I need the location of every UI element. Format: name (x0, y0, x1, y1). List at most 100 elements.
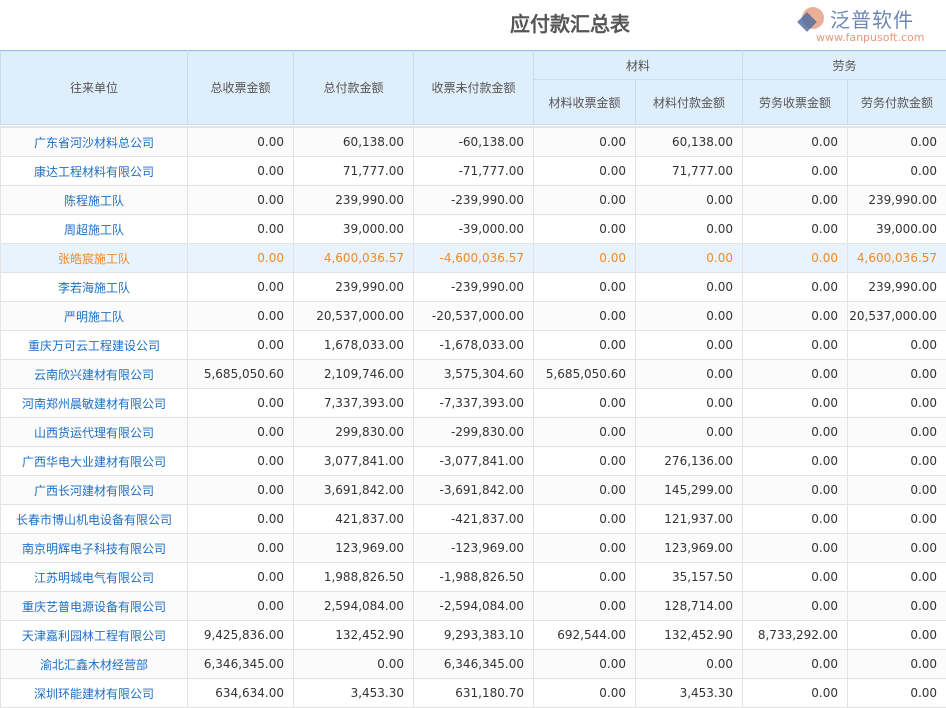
cell-material-paid: 0.00 (634, 185, 744, 215)
cell-material-paid: 0.00 (634, 417, 744, 447)
cell-unpaid: -4,600,036.57 (413, 243, 534, 273)
cell-unit[interactable]: 深圳环能建材有限公司 (0, 678, 188, 708)
cell-unpaid: -3,077,841.00 (413, 446, 534, 476)
cell-labor-paid: 0.00 (847, 156, 946, 186)
cell-labor-paid: 0.00 (847, 504, 946, 534)
table-row[interactable]: 广西华电大业建材有限公司 0.00 3,077,841.00 -3,077,841.0… (0, 446, 946, 476)
cell-labor-paid: 0.00 (847, 562, 946, 592)
cell-labor-invoice: 0.00 (742, 156, 849, 186)
cell-labor-paid: 0.00 (847, 126, 946, 157)
table-row[interactable]: 李若海施工队 0.00 239,990.00 -239,990.00 0.00 0.00 0… (0, 272, 946, 302)
cell-unpaid: -239,990.00 (413, 185, 534, 215)
table-row[interactable]: 严明施工队 0.00 20,537,000.00 -20,537,000.00 0.00… (0, 301, 946, 331)
cell-total-paid: 299,830.00 (293, 417, 414, 447)
cell-total-paid: 2,109,746.00 (293, 359, 414, 389)
table-row[interactable]: 江苏明城电气有限公司 0.00 1,988,826.50 -1,988,826.50 0… (0, 562, 946, 592)
cell-unit[interactable]: 渝北汇鑫木材经营部 (0, 649, 188, 679)
cell-labor-invoice: 0.00 (742, 533, 849, 563)
cell-labor-invoice: 8,733,292.00 (742, 620, 849, 650)
table-row[interactable]: 周超施工队 0.00 39,000.00 -39,000.00 0.00 0.00 0.00… (0, 214, 946, 244)
cell-material-paid: 0.00 (634, 388, 744, 418)
header-material-paid[interactable]: 材料付款金额 (634, 79, 744, 125)
cell-labor-paid: 0.00 (847, 359, 946, 389)
cell-unpaid: 631,180.70 (413, 678, 534, 708)
header-labor-invoice[interactable]: 劳务收票金额 (742, 79, 849, 125)
cell-material-invoice: 0.00 (533, 591, 636, 621)
cell-unit[interactable]: 康达工程材料有限公司 (0, 156, 188, 186)
cell-material-invoice: 0.00 (533, 649, 636, 679)
cell-unpaid: 3,575,304.60 (413, 359, 534, 389)
cell-unit[interactable]: 陈程施工队 (0, 185, 188, 215)
cell-unit[interactable]: 广西华电大业建材有限公司 (0, 446, 188, 476)
cell-unit[interactable]: 江苏明城电气有限公司 (0, 562, 188, 592)
cell-unit[interactable]: 严明施工队 (0, 301, 188, 331)
cell-unpaid: -123,969.00 (413, 533, 534, 563)
cell-material-paid: 121,937.00 (634, 504, 744, 534)
header-total-invoice[interactable]: 总收票金额 (187, 50, 294, 125)
cell-unit[interactable]: 广西长河建材有限公司 (0, 475, 188, 505)
cell-total-invoice: 5,685,050.60 (187, 359, 294, 389)
cell-unit[interactable]: 南京明辉电子科技有限公司 (0, 533, 188, 563)
table-row[interactable]: 天津嘉利园林工程有限公司 9,425,836.00 132,452.90 9,293,… (0, 620, 946, 650)
cell-unit[interactable]: 广东省河沙材料总公司 (0, 126, 188, 157)
header-labor-paid[interactable]: 劳务付款金额 (847, 79, 946, 125)
table-row[interactable]: 重庆万可云工程建设公司 0.00 1,678,033.00 -1,678,033.00… (0, 330, 946, 360)
header-labor-group: 劳务 (742, 50, 946, 80)
cell-unit[interactable]: 重庆万可云工程建设公司 (0, 330, 188, 360)
table-row[interactable]: 渝北汇鑫木材经营部 6,346,345.00 0.00 6,346,345.00 0.0… (0, 649, 946, 679)
header-unpaid[interactable]: 收票未付款金额 (413, 50, 534, 125)
table-row[interactable]: 重庆艺普电源设备有限公司 0.00 2,594,084.00 -2,594,084.0… (0, 591, 946, 621)
cell-material-paid: 0.00 (634, 214, 744, 244)
cell-material-invoice: 0.00 (533, 301, 636, 331)
cell-material-invoice: 0.00 (533, 185, 636, 215)
cell-total-invoice: 0.00 (187, 272, 294, 302)
cell-unit[interactable]: 李若海施工队 (0, 272, 188, 302)
cell-material-paid: 0.00 (634, 243, 744, 273)
cell-total-paid: 39,000.00 (293, 214, 414, 244)
table-row[interactable]: 张皓宸施工队 0.00 4,600,036.57 -4,600,036.57 0.00 0… (0, 243, 946, 273)
table-row[interactable]: 深圳环能建材有限公司 634,634.00 3,453.30 631,180.70 0.… (0, 678, 946, 708)
table-row[interactable]: 广东省河沙材料总公司 0.00 60,138.00 -60,138.00 0.00 60,… (0, 126, 946, 157)
cell-total-invoice: 634,634.00 (187, 678, 294, 708)
cell-material-invoice: 5,685,050.60 (533, 359, 636, 389)
cell-material-paid: 128,714.00 (634, 591, 744, 621)
cell-material-invoice: 0.00 (533, 126, 636, 157)
cell-unit[interactable]: 河南郑州晨敏建材有限公司 (0, 388, 188, 418)
table-row[interactable]: 康达工程材料有限公司 0.00 71,777.00 -71,777.00 0.00 71,… (0, 156, 946, 186)
cell-unit[interactable]: 周超施工队 (0, 214, 188, 244)
cell-labor-paid: 239,990.00 (847, 185, 946, 215)
header-unit[interactable]: 往来单位 (0, 50, 188, 125)
page-title: 应付款汇总表 (510, 12, 630, 36)
cell-unit[interactable]: 长春市博山机电设备有限公司 (0, 504, 188, 534)
cell-unit[interactable]: 天津嘉利园林工程有限公司 (0, 620, 188, 650)
cell-total-invoice: 0.00 (187, 388, 294, 418)
cell-labor-paid: 0.00 (847, 417, 946, 447)
table-row[interactable]: 陈程施工队 0.00 239,990.00 -239,990.00 0.00 0.00 0.… (0, 185, 946, 215)
cell-unit[interactable]: 重庆艺普电源设备有限公司 (0, 591, 188, 621)
cell-total-invoice: 0.00 (187, 156, 294, 186)
cell-unit[interactable]: 云南欣兴建材有限公司 (0, 359, 188, 389)
cell-material-invoice: 0.00 (533, 678, 636, 708)
cell-unit[interactable]: 张皓宸施工队 (0, 243, 188, 273)
table-row[interactable]: 长春市博山机电设备有限公司 0.00 421,837.00 -421,837.00 0.… (0, 504, 946, 534)
cell-unit[interactable]: 山西货运代理有限公司 (0, 417, 188, 447)
table-row[interactable]: 山西货运代理有限公司 0.00 299,830.00 -299,830.00 0.00 0… (0, 417, 946, 447)
payables-summary-table: 往来单位 总收票金额 总付款金额 收票未付款金额 材料 劳务 材料收票金额 材料… (0, 50, 946, 708)
cell-labor-paid: 20,537,000.00 (847, 301, 946, 331)
cell-labor-paid: 0.00 (847, 388, 946, 418)
cell-material-invoice: 0.00 (533, 156, 636, 186)
cell-material-invoice: 0.00 (533, 475, 636, 505)
header-total-paid[interactable]: 总付款金额 (293, 50, 414, 125)
table-row[interactable]: 南京明辉电子科技有限公司 0.00 123,969.00 -123,969.00 0.0… (0, 533, 946, 563)
table-row[interactable]: 广西长河建材有限公司 0.00 3,691,842.00 -3,691,842.00 0… (0, 475, 946, 505)
cell-total-paid: 71,777.00 (293, 156, 414, 186)
header-material-invoice[interactable]: 材料收票金额 (533, 79, 636, 125)
cell-labor-invoice: 0.00 (742, 678, 849, 708)
cell-total-invoice: 0.00 (187, 475, 294, 505)
cell-total-invoice: 0.00 (187, 533, 294, 563)
cell-total-invoice: 0.00 (187, 243, 294, 273)
cell-material-invoice: 0.00 (533, 533, 636, 563)
table-row[interactable]: 河南郑州晨敏建材有限公司 0.00 7,337,393.00 -7,337,393.0… (0, 388, 946, 418)
table-row[interactable]: 云南欣兴建材有限公司 5,685,050.60 2,109,746.00 3,575,… (0, 359, 946, 389)
cell-material-paid: 3,453.30 (634, 678, 744, 708)
